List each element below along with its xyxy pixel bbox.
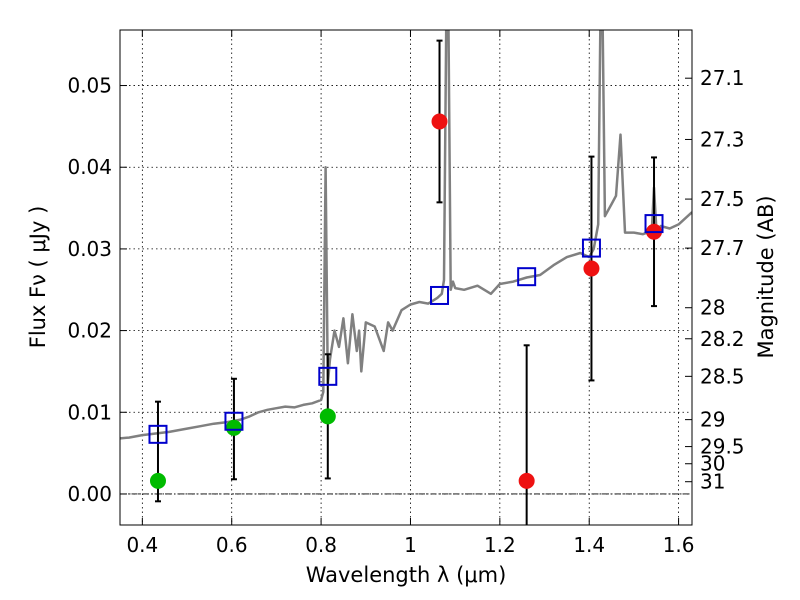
y2-axis-label: Magnitude (AB) xyxy=(754,195,778,358)
y-tick-label: 0.00 xyxy=(67,482,112,506)
model-photometry-square xyxy=(644,214,664,234)
y2-tick-label: 29 xyxy=(700,408,725,432)
x-tick-label: 1.6 xyxy=(663,533,695,557)
x-tick-label: 0.4 xyxy=(126,533,158,557)
x-tick-label: 0.8 xyxy=(305,533,337,557)
y-tick-label: 0.02 xyxy=(67,319,112,343)
y-axis-label: Flux Fν ( μJy ) xyxy=(26,206,50,349)
model-photometry-square xyxy=(430,285,450,305)
y2-tick-label: 28.2 xyxy=(700,327,745,351)
x-axis-label: Wavelength λ (μm) xyxy=(306,563,507,587)
square-layer xyxy=(148,214,664,444)
y-tick-label: 0.05 xyxy=(67,74,112,98)
y2-tick-label: 27.1 xyxy=(700,66,745,90)
y2-tick-label: 27.3 xyxy=(700,127,745,151)
y2-tick-label: 27.5 xyxy=(700,187,745,211)
y2-tick-label: 29.5 xyxy=(700,435,745,459)
y2-tick-label: 30 xyxy=(700,452,725,476)
red-point xyxy=(518,472,535,489)
model-photometry-square xyxy=(148,424,168,444)
plot-frame xyxy=(119,29,693,526)
y2-tick-label: 31 xyxy=(700,470,725,494)
marker-layer xyxy=(149,113,663,489)
green-point xyxy=(149,472,166,489)
model-photometry-square xyxy=(318,366,338,386)
y-tick-label: 0.03 xyxy=(67,237,112,261)
spectrum-layer xyxy=(120,30,692,440)
ticks xyxy=(120,30,692,525)
y-tick-label: 0.04 xyxy=(67,155,112,179)
x-tick-label: 1 xyxy=(404,533,417,557)
y2-tick-label: 27.7 xyxy=(700,236,745,260)
x-tick-label: 1.4 xyxy=(573,533,605,557)
model-spectrum-line xyxy=(120,30,692,440)
green-point xyxy=(319,408,336,425)
red-point xyxy=(583,260,600,277)
x-tick-label: 0.6 xyxy=(216,533,248,557)
tick-labels: 0.4 0.6 0.8 1 1.2 1.4 1.6 0.00 0.01 0.02 0.03 0.04 0… xyxy=(67,66,744,557)
red-point xyxy=(431,113,448,130)
x-tick-label: 1.2 xyxy=(484,533,516,557)
y2-tick-label: 28.5 xyxy=(700,364,745,388)
y-tick-label: 0.01 xyxy=(67,400,112,424)
y2-tick-label: 28 xyxy=(700,296,725,320)
model-photometry-square xyxy=(517,267,537,287)
plot-area: 0.4 0.6 0.8 1 1.2 1.4 1.6 0.00 0.01 0.02 0.03 0.04 0… xyxy=(67,29,745,557)
model-photometry-square xyxy=(581,238,601,258)
green-point xyxy=(225,419,242,436)
model-photometry-square xyxy=(224,411,244,431)
